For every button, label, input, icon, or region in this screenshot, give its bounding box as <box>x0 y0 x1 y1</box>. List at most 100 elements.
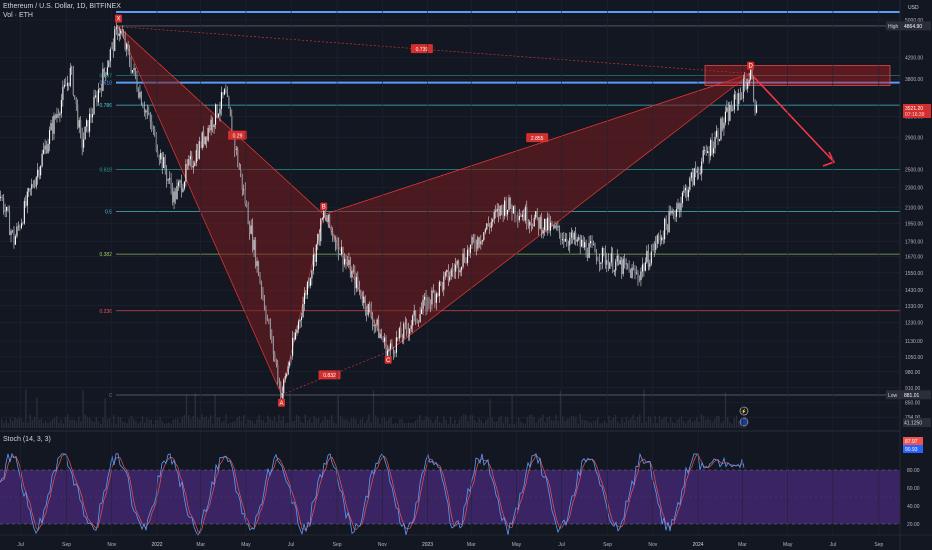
lightning-glyph: ⚡ <box>741 408 747 415</box>
candle-body <box>296 329 298 333</box>
volume-bar <box>47 423 49 428</box>
volume-bar <box>185 394 188 428</box>
candle-body <box>441 282 443 290</box>
candle-body <box>630 268 632 278</box>
volume-bar <box>315 418 317 428</box>
candle-body <box>314 254 316 262</box>
candle-body <box>698 170 700 174</box>
volume-bar <box>458 419 460 428</box>
candle-body <box>634 268 636 274</box>
fib-level-label: 0 <box>109 393 112 399</box>
candle-body <box>609 262 611 269</box>
volume-bar <box>687 420 689 428</box>
volume-bar <box>427 417 430 428</box>
candle-body <box>437 293 439 296</box>
volume-bar <box>683 421 685 428</box>
candle-body <box>361 297 363 303</box>
candle-body <box>167 179 169 181</box>
candle-body <box>450 269 452 277</box>
candle-body <box>305 292 307 295</box>
candle-body <box>555 225 558 228</box>
candle-body <box>170 178 172 189</box>
volume-bar <box>199 419 201 428</box>
candle-body <box>732 109 734 111</box>
candle-body <box>662 237 664 240</box>
candle-body <box>131 70 134 73</box>
volume-bar <box>498 417 500 428</box>
candle-body <box>3 197 5 212</box>
high-tag <box>886 21 903 31</box>
candle-body <box>252 225 254 250</box>
volume-bar <box>157 420 159 428</box>
volume-bar <box>60 419 62 428</box>
candle-body <box>560 233 562 241</box>
volume-bar <box>361 417 364 428</box>
time-tick-label: Jul <box>17 542 23 548</box>
candle-body <box>627 263 629 268</box>
candle-body <box>149 113 151 122</box>
candle-body <box>523 214 525 221</box>
price-tick-label: 1790.00 <box>905 240 923 246</box>
volume-bar <box>487 418 489 428</box>
volume-bar <box>463 414 465 428</box>
candle-body <box>63 84 65 87</box>
volume-bar <box>100 423 102 428</box>
candle-body <box>262 292 264 298</box>
volume-bar <box>262 420 265 428</box>
candle-body <box>274 353 276 360</box>
volume-bar <box>324 416 326 428</box>
candle-body <box>739 93 741 95</box>
candle-body <box>701 161 703 174</box>
candle-body <box>225 89 227 93</box>
candle-body <box>235 149 237 150</box>
volume-bar <box>588 421 590 428</box>
candle-body <box>326 217 328 222</box>
candle-body <box>715 130 718 137</box>
volume-bar <box>12 421 14 428</box>
candle-body <box>93 96 95 115</box>
candle-body <box>678 203 681 211</box>
volume-bar <box>207 418 210 428</box>
volume-bar <box>661 419 663 428</box>
candle-body <box>172 188 174 203</box>
symbol-title[interactable]: Ethereum / U.S. Dollar, 1D, BITFINEX <box>3 3 121 10</box>
volume-bar <box>379 423 381 428</box>
volume-bar <box>117 416 119 428</box>
volume-bar <box>702 415 705 428</box>
volume-bar <box>432 422 434 428</box>
volume-bar <box>93 421 95 428</box>
volume-bar <box>482 423 485 428</box>
volume-bar <box>258 414 260 428</box>
candle-body <box>618 255 620 265</box>
volume-bar <box>511 396 513 428</box>
candle-body <box>581 239 583 247</box>
volume-bar <box>67 414 69 428</box>
volume-bar <box>709 419 711 428</box>
price-tick-label: 1670.00 <box>905 255 923 261</box>
candle-body <box>382 337 384 342</box>
candle-body <box>188 159 190 166</box>
volume-bar <box>38 419 40 428</box>
candle-body <box>619 260 621 265</box>
volume-bar <box>18 417 20 428</box>
volume-bar <box>256 419 258 428</box>
candle-body <box>458 261 460 273</box>
volume-bar <box>438 421 441 428</box>
volume-bar <box>86 416 89 428</box>
candle-body <box>83 139 85 148</box>
candle-body <box>422 299 424 310</box>
candle-body <box>177 182 180 186</box>
candle-body <box>352 270 354 272</box>
volume-bar <box>188 415 190 428</box>
volume-bar <box>606 423 608 428</box>
pattern-point-x-box <box>114 14 122 23</box>
candle-body <box>180 180 183 192</box>
candle-body <box>154 129 156 133</box>
stoch-label[interactable]: Stoch (14, 3, 3) <box>3 436 51 443</box>
candle-body <box>681 192 683 204</box>
volume-bar <box>731 423 733 428</box>
volume-bar <box>221 421 223 428</box>
candle-body <box>585 242 587 255</box>
candle-body <box>465 261 467 263</box>
volume-bar <box>496 421 498 428</box>
